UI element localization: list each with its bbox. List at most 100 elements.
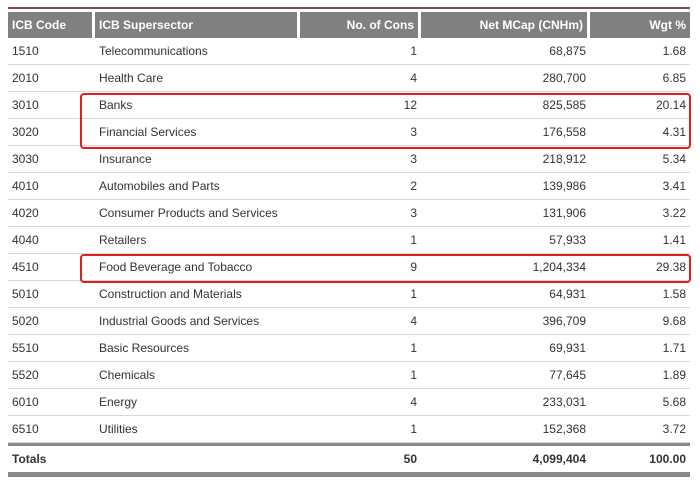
cell-net-mcap: 69,931 [421,335,590,362]
cell-icb-code: 6010 [8,389,95,416]
totals-supersector [95,443,300,477]
header-no-of-cons: No. of Cons [300,12,421,38]
cell-icb-code: 2010 [8,65,95,92]
cell-cons-count: 3 [300,146,421,173]
table-row: 5020 Industrial Goods and Services 4 396,70… [8,308,690,335]
cell-icb-code: 1510 [8,38,95,65]
totals-cons-count: 50 [300,443,421,477]
cell-weight: 29.38 [590,254,690,281]
cell-weight: 1.41 [590,227,690,254]
cell-cons-count: 1 [300,416,421,443]
cell-weight: 6.85 [590,65,690,92]
cell-icb-code: 5520 [8,362,95,389]
table-row: 3020 Financial Services 3 176,558 4.31 [8,119,690,146]
totals-icb-code: Totals [8,443,95,477]
cell-net-mcap: 1,204,334 [421,254,590,281]
cell-supersector: Insurance [95,146,300,173]
cell-icb-code: 4020 [8,200,95,227]
cell-net-mcap: 139,986 [421,173,590,200]
cell-cons-count: 1 [300,38,421,65]
cell-supersector: Chemicals [95,362,300,389]
cell-icb-code: 5020 [8,308,95,335]
highlight-box-banks-financials [80,93,691,149]
cell-supersector: Automobiles and Parts [95,173,300,200]
cell-icb-code: 4040 [8,227,95,254]
cell-cons-count: 12 [300,92,421,119]
table-row: 2010 Health Care 4 280,700 6.85 [8,65,690,92]
cell-supersector: Energy [95,389,300,416]
cell-net-mcap: 152,368 [421,416,590,443]
cell-supersector: Construction and Materials [95,281,300,308]
cell-cons-count: 9 [300,254,421,281]
cell-supersector: Banks [95,92,300,119]
cell-icb-code: 5010 [8,281,95,308]
cell-weight: 1.68 [590,38,690,65]
cell-cons-count: 1 [300,362,421,389]
cell-net-mcap: 233,031 [421,389,590,416]
cell-icb-code: 4010 [8,173,95,200]
table-row: 6010 Energy 4 233,031 5.68 [8,389,690,416]
cell-icb-code: 6510 [8,416,95,443]
cell-supersector: Basic Resources [95,335,300,362]
table-row: 5010 Construction and Materials 1 64,931 1.5… [8,281,690,308]
cell-cons-count: 4 [300,389,421,416]
header-weight: Wgt % [590,12,690,38]
cell-supersector: Financial Services [95,119,300,146]
cell-net-mcap: 131,906 [421,200,590,227]
cell-supersector: Health Care [95,65,300,92]
totals-row: Totals 50 4,099,404 100.00 [8,443,690,477]
cell-supersector: Food Beverage and Tobacco [95,254,300,281]
cell-weight: 5.68 [590,389,690,416]
cell-cons-count: 1 [300,227,421,254]
cell-cons-count: 3 [300,119,421,146]
table-row: 4020 Consumer Products and Services 3 131,9… [8,200,690,227]
table-row: 4010 Automobiles and Parts 2 139,986 3.41 [8,173,690,200]
header-icb-supersector: ICB Supersector [95,12,300,38]
table-row: 5520 Chemicals 1 77,645 1.89 [8,362,690,389]
cell-icb-code: 3030 [8,146,95,173]
cell-cons-count: 3 [300,200,421,227]
cell-weight: 4.31 [590,119,690,146]
cell-weight: 3.22 [590,200,690,227]
cell-net-mcap: 77,645 [421,362,590,389]
cell-weight: 9.68 [590,308,690,335]
cell-supersector: Industrial Goods and Services [95,308,300,335]
cell-net-mcap: 68,875 [421,38,590,65]
table-row: 3010 Banks 12 825,585 20.14 [8,92,690,119]
cell-icb-code: 4510 [8,254,95,281]
totals-net-mcap: 4,099,404 [421,443,590,477]
table-row: 1510 Telecommunications 1 68,875 1.68 [8,38,690,65]
supersector-table: ICB Code ICB Supersector No. of Cons Net… [8,12,690,477]
cell-weight: 1.89 [590,362,690,389]
cell-net-mcap: 218,912 [421,146,590,173]
header-net-mcap: Net MCap (CNHm) [421,12,590,38]
cell-weight: 5.34 [590,146,690,173]
cell-net-mcap: 64,931 [421,281,590,308]
table-row: 3030 Insurance 3 218,912 5.34 [8,146,690,173]
cell-icb-code: 5510 [8,335,95,362]
header-row: ICB Code ICB Supersector No. of Cons Net… [8,12,690,38]
cell-weight: 1.58 [590,281,690,308]
table-row: 4510 Food Beverage and Tobacco 9 1,204,334 2… [8,254,690,281]
cell-net-mcap: 396,709 [421,308,590,335]
cell-weight: 20.14 [590,92,690,119]
table-row: 6510 Utilities 1 152,368 3.72 [8,416,690,443]
table-row: 4040 Retailers 1 57,933 1.41 [8,227,690,254]
cell-net-mcap: 280,700 [421,65,590,92]
cell-supersector: Consumer Products and Services [95,200,300,227]
cell-net-mcap: 57,933 [421,227,590,254]
cell-cons-count: 2 [300,173,421,200]
cell-net-mcap: 825,585 [421,92,590,119]
cell-weight: 3.72 [590,416,690,443]
cell-weight: 3.41 [590,173,690,200]
cell-icb-code: 3020 [8,119,95,146]
cell-supersector: Retailers [95,227,300,254]
table-row: 5510 Basic Resources 1 69,931 1.71 [8,335,690,362]
top-rule [8,7,690,9]
cell-cons-count: 4 [300,308,421,335]
highlight-box-food-beverage [80,254,691,283]
cell-supersector: Utilities [95,416,300,443]
cell-weight: 1.71 [590,335,690,362]
cell-cons-count: 1 [300,281,421,308]
cell-icb-code: 3010 [8,92,95,119]
